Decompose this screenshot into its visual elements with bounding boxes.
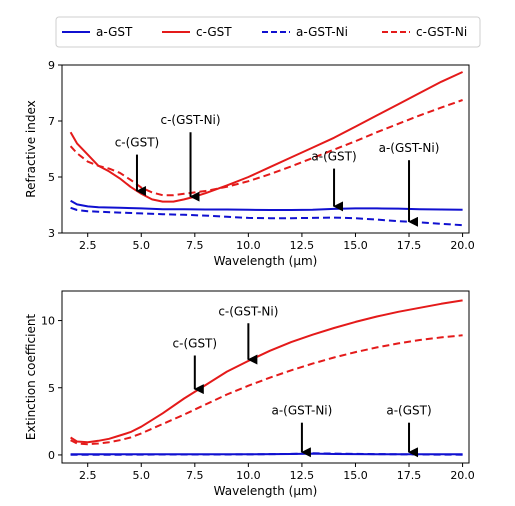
x-tick-label: 7.5 xyxy=(186,469,204,482)
extinction-coefficient-plot: c-(GST) c-(GST-Ni) a-(GST-Ni) a-(GST) 2.5 5.… xyxy=(24,290,475,498)
annotation-label: a-(GST) xyxy=(386,404,431,418)
x-tick-label: 5.0 xyxy=(133,239,151,252)
y-ticks: 0 5 10 xyxy=(41,315,62,462)
annotations: c-(GST) c-(GST-Ni) a-(GST-Ni) a-(GST) xyxy=(173,304,432,458)
annotation-label: a-(GST-Ni) xyxy=(271,404,332,418)
x-tick-label: 2.5 xyxy=(79,239,97,252)
y-tick-label: 5 xyxy=(48,382,55,395)
annotation-label: c-(GST) xyxy=(115,136,160,150)
series-line-a-gst xyxy=(70,199,463,211)
annotation-label: a-(GST-Ni) xyxy=(379,141,440,155)
x-tick-label: 20.0 xyxy=(450,239,475,252)
axes-frame xyxy=(61,64,470,234)
x-tick-label: 5.0 xyxy=(133,469,151,482)
y-axis-label: Extinction coefficient xyxy=(24,314,38,441)
x-tick-label: 20.0 xyxy=(450,469,475,482)
refractive-index-plot: c-(GST)c-(GST-Ni) a-(GST) a-(GST-Ni) 2.5 5.… xyxy=(24,59,475,268)
y-tick-label: 7 xyxy=(48,115,55,128)
legend-entry-c-gst-ni: c-GST-Ni xyxy=(382,25,467,39)
series-line-a-gst-ni xyxy=(70,206,463,227)
x-tick-label: 15.0 xyxy=(343,239,368,252)
y-tick-label: 0 xyxy=(48,449,55,462)
x-tick-label: 7.5 xyxy=(186,239,204,252)
series-line-a-gst-ni xyxy=(70,452,463,456)
series-line-c-gst-ni xyxy=(69,99,463,197)
x-tick-label: 10.0 xyxy=(236,239,261,252)
x-tick-label: 17.5 xyxy=(397,469,422,482)
legend-entry-a-gst-ni: a-GST-Ni xyxy=(262,25,348,39)
legend-label: c-GST-Ni xyxy=(416,25,467,39)
x-ticks: 2.5 5.0 7.5 10.0 12.5 15.0 17.5 20.0 xyxy=(79,233,475,252)
y-tick-label: 9 xyxy=(48,59,55,72)
annotation-label: c-(GST) xyxy=(173,337,218,351)
legend-label: c-GST xyxy=(196,25,232,39)
series-line-c-gst xyxy=(70,299,463,444)
x-tick-label: 12.5 xyxy=(290,239,315,252)
x-ticks: 2.5 5.0 7.5 10.0 12.5 15.0 17.5 20.0 xyxy=(79,463,475,482)
legend-label: a-GST xyxy=(96,25,133,39)
series-lines xyxy=(69,71,464,227)
x-tick-label: 17.5 xyxy=(397,239,422,252)
y-ticks: 3 5 7 9 xyxy=(48,59,62,240)
x-tick-label: 2.5 xyxy=(79,469,97,482)
x-tick-label: 15.0 xyxy=(343,469,368,482)
y-tick-label: 5 xyxy=(48,171,55,184)
x-tick-label: 10.0 xyxy=(236,469,261,482)
series-line-c-gst xyxy=(69,71,464,203)
y-axis-label: Refractive index xyxy=(24,100,38,197)
legend-entry-a-gst: a-GST xyxy=(62,25,133,39)
y-tick-label: 10 xyxy=(41,315,55,328)
annotation-label: c-(GST-Ni) xyxy=(160,113,220,127)
legend-entry-c-gst: c-GST xyxy=(162,25,232,39)
series-lines xyxy=(70,299,463,456)
legend: a-GST c-GST a-GST-Ni c-GST-Ni xyxy=(55,16,481,48)
series-line-c-gst-ni xyxy=(70,334,463,446)
annotation-label: a-(GST) xyxy=(311,150,356,164)
y-tick-label: 3 xyxy=(48,227,55,240)
x-tick-label: 12.5 xyxy=(290,469,315,482)
legend-label: a-GST-Ni xyxy=(296,25,348,39)
x-axis-label: Wavelength (μm) xyxy=(214,484,318,498)
x-axis-label: Wavelength (μm) xyxy=(214,254,318,268)
annotation-label: c-(GST-Ni) xyxy=(218,304,278,318)
annotations: c-(GST)c-(GST-Ni) a-(GST) a-(GST-Ni) xyxy=(115,113,440,227)
axes-frame xyxy=(61,290,470,464)
